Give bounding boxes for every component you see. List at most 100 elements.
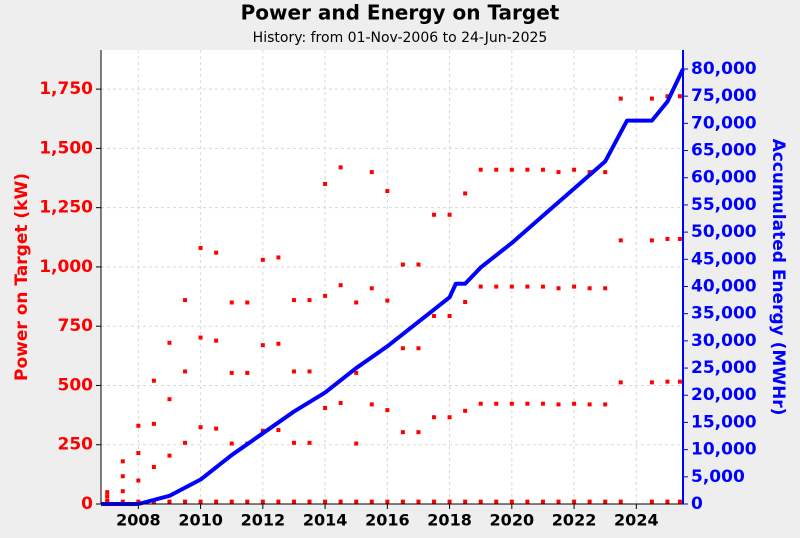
point bbox=[494, 401, 499, 406]
point bbox=[572, 401, 577, 406]
point bbox=[338, 165, 343, 170]
point bbox=[229, 499, 234, 504]
point bbox=[400, 262, 405, 267]
point bbox=[587, 170, 592, 175]
point bbox=[354, 370, 359, 375]
point bbox=[432, 499, 437, 504]
point bbox=[167, 453, 172, 458]
point bbox=[463, 499, 468, 504]
point bbox=[525, 499, 530, 504]
y-tick-label: 1,500 bbox=[39, 138, 93, 158]
y2-tick-label: 5,000 bbox=[691, 467, 745, 487]
point bbox=[478, 499, 483, 504]
point bbox=[105, 499, 110, 504]
y2-tick-label: 60,000 bbox=[691, 168, 757, 188]
point bbox=[540, 284, 545, 289]
point bbox=[677, 236, 682, 241]
y-tick-label: 0 bbox=[81, 494, 93, 514]
point bbox=[677, 94, 682, 99]
y-tick-label: 1,750 bbox=[39, 79, 93, 99]
x-tick-label: 2008 bbox=[116, 511, 161, 530]
point bbox=[525, 284, 530, 289]
y2-tick-label: 30,000 bbox=[691, 331, 757, 351]
point bbox=[214, 250, 219, 255]
point bbox=[291, 369, 296, 374]
point bbox=[120, 499, 125, 504]
point bbox=[494, 167, 499, 172]
point bbox=[525, 401, 530, 406]
point bbox=[229, 300, 234, 305]
point bbox=[214, 338, 219, 343]
point bbox=[151, 465, 156, 470]
x-tick-label: 2016 bbox=[365, 511, 410, 530]
point bbox=[400, 346, 405, 351]
point bbox=[665, 236, 670, 241]
point bbox=[198, 335, 203, 340]
line bbox=[101, 68, 685, 506]
y2-tick-label: 80,000 bbox=[691, 59, 757, 79]
point bbox=[369, 170, 374, 175]
point bbox=[369, 286, 374, 291]
point bbox=[214, 426, 219, 431]
point bbox=[276, 499, 281, 504]
point bbox=[618, 499, 623, 504]
point bbox=[400, 430, 405, 435]
point bbox=[183, 440, 188, 445]
point bbox=[307, 440, 312, 445]
y2-tick-label: 20,000 bbox=[691, 385, 757, 405]
point bbox=[665, 499, 670, 504]
point bbox=[136, 499, 141, 504]
y-axis-label: Power on Target (kW) bbox=[12, 173, 32, 381]
y2-tick-label: 55,000 bbox=[691, 195, 757, 215]
point bbox=[276, 255, 281, 260]
x-tick-label: 2010 bbox=[178, 511, 223, 530]
y2-tick-label: 35,000 bbox=[691, 304, 757, 324]
y2-tick-label: 0 bbox=[691, 494, 703, 514]
y2-tick-label: 65,000 bbox=[691, 141, 757, 161]
point bbox=[416, 430, 421, 435]
y2-axis-label: Accumulated Energy (MWHr) bbox=[768, 139, 788, 416]
point bbox=[478, 167, 483, 172]
point bbox=[323, 293, 328, 298]
point bbox=[587, 286, 592, 291]
point bbox=[494, 499, 499, 504]
point bbox=[354, 300, 359, 305]
point bbox=[416, 262, 421, 267]
point bbox=[478, 401, 483, 406]
point bbox=[183, 369, 188, 374]
point bbox=[260, 343, 265, 348]
x-tick-label: 2020 bbox=[490, 511, 535, 530]
point bbox=[323, 181, 328, 186]
y-tick-label: 1,000 bbox=[39, 257, 93, 277]
point bbox=[463, 191, 468, 196]
point bbox=[677, 499, 682, 504]
point bbox=[525, 167, 530, 172]
point bbox=[307, 369, 312, 374]
point bbox=[463, 408, 468, 413]
point bbox=[291, 440, 296, 445]
point bbox=[447, 499, 452, 504]
point bbox=[151, 421, 156, 426]
chart-subtitle: History: from 01-Nov-2006 to 24-Jun-2025 bbox=[253, 30, 548, 46]
point bbox=[649, 499, 654, 504]
point bbox=[276, 341, 281, 346]
point bbox=[260, 499, 265, 504]
y-tick-label: 500 bbox=[58, 375, 94, 395]
point bbox=[105, 490, 110, 495]
point bbox=[354, 499, 359, 504]
point bbox=[540, 401, 545, 406]
x-tick-label: 2022 bbox=[552, 511, 597, 530]
point bbox=[603, 170, 608, 175]
point bbox=[105, 494, 110, 499]
y2-tick-label: 10,000 bbox=[691, 440, 757, 460]
point bbox=[260, 257, 265, 262]
chart-title: Power and Energy on Target bbox=[241, 1, 560, 25]
point bbox=[136, 423, 141, 428]
point bbox=[649, 238, 654, 243]
x-tick-label: 2024 bbox=[614, 511, 659, 530]
point bbox=[556, 286, 561, 291]
point bbox=[120, 459, 125, 464]
point bbox=[276, 428, 281, 433]
point bbox=[447, 212, 452, 217]
